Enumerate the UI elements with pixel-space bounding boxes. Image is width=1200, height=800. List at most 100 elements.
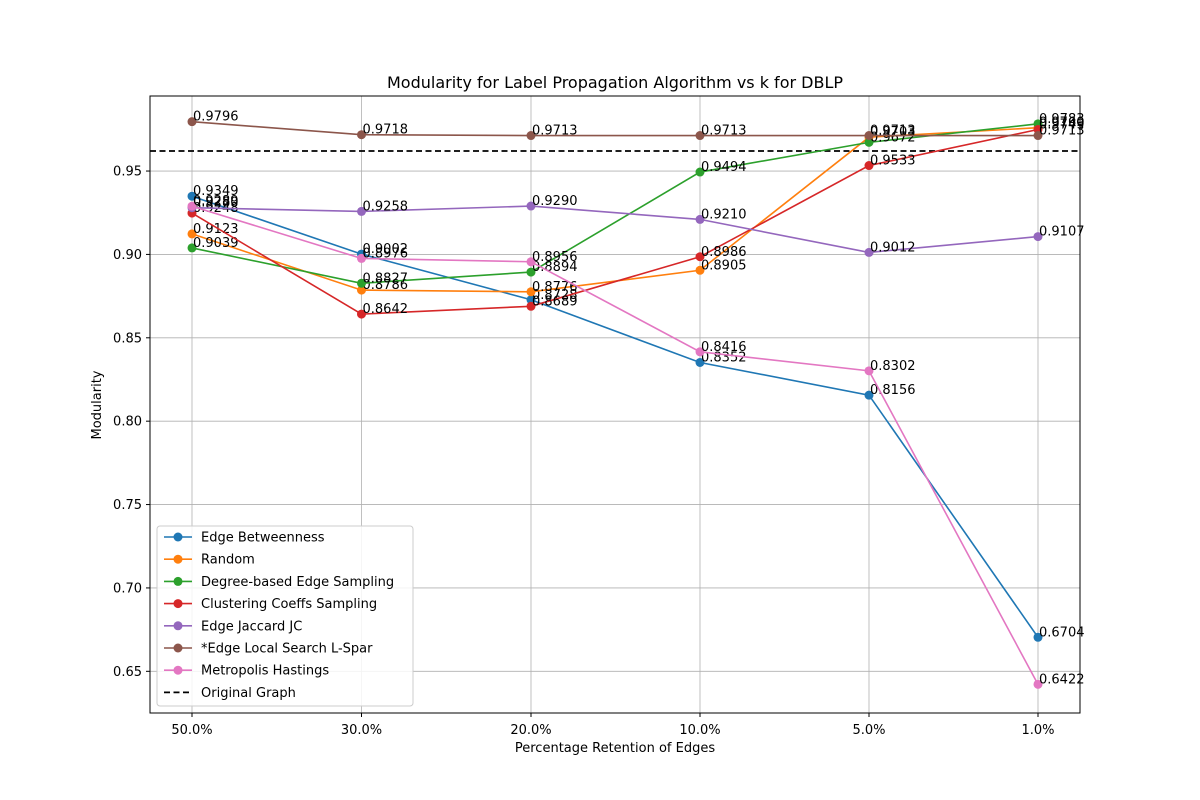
legend-label: Clustering Coeffs Sampling: [201, 597, 377, 612]
data-point: [187, 229, 197, 239]
data-label: 0.6422: [1039, 672, 1085, 687]
legend-label: Metropolis Hastings: [201, 664, 329, 679]
y-tick-label: 0.95: [113, 165, 142, 180]
data-label: 0.8827: [363, 271, 409, 286]
data-label: 0.9713: [1039, 124, 1085, 139]
data-label: 0.8956: [532, 250, 578, 265]
data-point: [187, 201, 197, 211]
series-line: [191, 205, 1039, 254]
data-point: [695, 252, 705, 262]
series: 0.9289 0.8976 0.8956 0.8416 0.8302 0.6422: [187, 194, 1085, 689]
data-label: 0.9349: [193, 184, 239, 199]
data-label: 0.8352: [701, 350, 747, 365]
data-point: [695, 357, 705, 367]
series: 0.9039 0.8827 0.8894 0.9494 0.9672 0.9783: [187, 112, 1085, 288]
data-point: [526, 257, 536, 267]
data-label: 0.9713: [532, 124, 578, 139]
legend-label: *Edge Local Search L-Spar: [201, 642, 373, 657]
y-tick-label: 0.70: [113, 581, 142, 596]
data-point: [1033, 632, 1043, 642]
legend-marker: [173, 532, 183, 542]
series-line: [191, 195, 1039, 638]
y-tick-label: 0.85: [113, 331, 142, 346]
x-axis: 50.0% 30.0% 20.0% 10.0% 5.0% 1.0%: [171, 713, 1055, 738]
data-point: [526, 295, 536, 305]
data-label: 0.9280: [193, 196, 239, 211]
data-label: 0.9002: [363, 242, 409, 257]
series-group: 0.93490.90020.87280.83520.81560.67040.91…: [187, 110, 1085, 689]
data-label: 0.8905: [701, 258, 747, 273]
legend-label: Random: [201, 553, 255, 568]
legend-marker: [173, 643, 183, 653]
data-point: [864, 247, 874, 257]
data-label: 0.8416: [701, 340, 747, 355]
data-point: [695, 214, 705, 224]
chart-title: Modularity for Label Propagation Algorit…: [387, 73, 843, 92]
data-point: [864, 161, 874, 171]
data-label: 0.9703: [870, 125, 916, 140]
data-point: [864, 137, 874, 147]
legend-marker: [173, 621, 183, 631]
y-tick-label: 0.90: [113, 248, 142, 263]
x-tick-label: 1.0%: [1021, 723, 1054, 738]
legend-item: Metropolis Hastings: [164, 664, 329, 679]
data-label: 0.9783: [1039, 112, 1085, 127]
x-tick-label: 20.0%: [510, 723, 551, 738]
plot-frame: [149, 95, 1081, 714]
series-line: [191, 123, 1039, 285]
data-point: [357, 130, 366, 140]
data-point: [1033, 131, 1043, 141]
series-line: [191, 120, 1038, 137]
data-label: 0.9012: [870, 240, 916, 255]
data-label: 0.9258: [363, 199, 409, 214]
data-point: [864, 366, 874, 376]
data-label: 0.9749: [1039, 118, 1085, 133]
x-tick-label: 5.0%: [852, 723, 885, 738]
legend-label: Degree-based Edge Sampling: [201, 575, 394, 590]
x-tick-label: 50.0%: [171, 723, 212, 738]
legend-marker: [173, 576, 183, 586]
legend-marker: [173, 599, 183, 609]
data-point: [526, 287, 536, 297]
legend-item: *Edge Local Search L-Spar: [164, 642, 373, 657]
data-point: [695, 347, 705, 357]
data-point: [357, 309, 366, 319]
y-tick-label: 0.80: [113, 415, 142, 430]
y-axis: 0.65 0.70 0.75 0.80 0.85 0.90 0.95: [113, 165, 150, 680]
data-point: [1033, 679, 1043, 689]
data-label: 0.8728: [532, 288, 578, 303]
data-point: [526, 131, 536, 141]
data-label: 0.9289: [193, 194, 239, 209]
data-label: 0.9713: [701, 124, 747, 139]
data-label: 0.8776: [532, 280, 578, 295]
data-label: 0.9107: [1039, 225, 1085, 240]
legend-label: Original Graph: [201, 686, 296, 701]
data-label: 0.8302: [870, 359, 916, 374]
data-point: [695, 265, 705, 275]
x-axis-label: Percentage Retention of Edges: [515, 741, 715, 756]
data-label: 0.9533: [870, 154, 916, 169]
x-tick-label: 10.0%: [679, 723, 720, 738]
data-label: 0.9210: [701, 207, 747, 222]
data-point: [187, 191, 197, 201]
data-label: 0.9713: [870, 124, 916, 139]
legend-item: Edge Jaccard JC: [164, 619, 302, 634]
data-label: 0.8894: [532, 260, 578, 275]
data-label: 0.9494: [701, 160, 747, 175]
data-label: 0.9672: [870, 130, 916, 145]
y-tick-label: 0.75: [113, 498, 142, 513]
data-point: [695, 167, 705, 177]
legend-item: Clustering Coeffs Sampling: [164, 597, 377, 612]
data-point: [357, 253, 366, 263]
data-point: [357, 278, 366, 288]
data-point: [864, 390, 874, 400]
data-label: 0.9039: [193, 236, 239, 251]
data-point: [695, 131, 705, 141]
data-point: [187, 117, 197, 127]
data-label: 0.9760: [1039, 116, 1085, 131]
series-line: [191, 205, 1039, 685]
data-point: [864, 131, 874, 141]
